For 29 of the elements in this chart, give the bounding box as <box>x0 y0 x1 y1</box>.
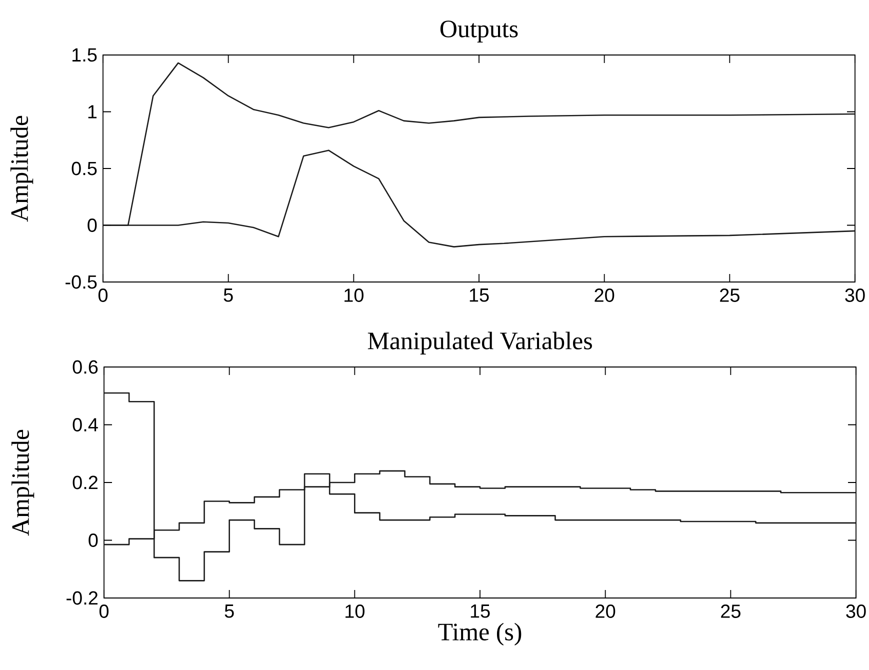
x-tick-label: 15 <box>470 288 489 302</box>
x-tick-label: 10 <box>344 288 364 302</box>
y-axis-title: Amplitude <box>11 430 34 536</box>
y-tick-label: 0.4 <box>72 418 98 432</box>
y-tick-label: 1.5 <box>72 48 97 62</box>
y-tick-label: 1 <box>88 105 97 118</box>
y-tick-label: 0 <box>88 218 97 232</box>
y-tick-label: -0.2 <box>66 591 98 605</box>
chart-title: Outputs <box>440 20 518 42</box>
x-tick-label: 30 <box>846 604 866 618</box>
x-tick-label: 20 <box>596 604 616 618</box>
x-tick-label: 15 <box>470 604 490 618</box>
y-tick-label: 0.5 <box>72 162 97 176</box>
x-tick-label: 10 <box>346 604 364 618</box>
y-tick-label: 0.2 <box>72 476 98 490</box>
y-tick-label: 0 <box>88 534 98 547</box>
x-tick-label: 25 <box>721 604 740 618</box>
x-tick-label: 5 <box>224 288 233 302</box>
x-tick-label: 0 <box>98 288 108 302</box>
y-axis-title: Amplitude <box>10 116 34 222</box>
x-tick-label: 25 <box>720 288 740 302</box>
x-axis-title: Time (s) <box>438 622 522 646</box>
x-tick-label: 20 <box>594 288 614 302</box>
x-tick-label: 5 <box>224 604 234 618</box>
x-tick-label: 30 <box>845 288 865 302</box>
y-tick-label: 0.6 <box>72 360 98 374</box>
y-tick-label: -0.5 <box>66 275 97 289</box>
chart-title: Manipulated Variables <box>368 332 592 354</box>
x-tick-label: 0 <box>99 604 109 618</box>
